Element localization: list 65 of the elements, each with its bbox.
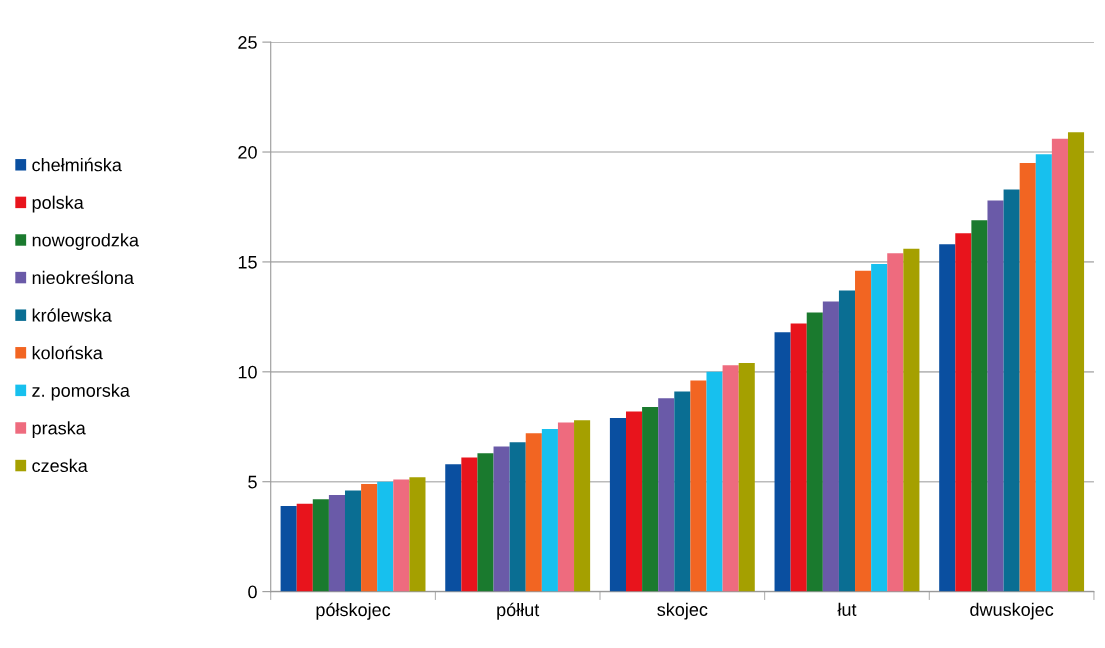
bar — [955, 233, 972, 592]
legend-label: praska — [32, 421, 86, 439]
legend-label: królewska — [32, 308, 112, 322]
x-tick-label: półskojec — [316, 602, 391, 620]
bar — [625, 411, 643, 592]
x-tick-label: półłut — [497, 602, 540, 620]
bar — [690, 380, 707, 592]
bar — [887, 253, 904, 592]
bar — [525, 433, 542, 592]
bar — [738, 363, 755, 592]
x-tick-label: łut — [837, 602, 857, 616]
bar — [774, 332, 791, 592]
bar — [345, 490, 362, 592]
bar — [1051, 138, 1068, 592]
bar — [541, 428, 558, 592]
bar — [609, 417, 626, 592]
bar — [377, 481, 394, 592]
bar — [871, 264, 888, 592]
bar — [790, 323, 807, 592]
bar — [557, 422, 575, 592]
bar — [461, 457, 478, 592]
legend-label: polska — [32, 195, 84, 213]
x-tick-label: dwuskojec — [970, 602, 1054, 620]
y-tick-label: 20 — [238, 145, 257, 159]
bar — [328, 494, 345, 592]
bar — [296, 503, 313, 592]
bar — [939, 244, 956, 592]
bar — [971, 220, 988, 592]
bar — [493, 446, 510, 592]
bar — [312, 499, 329, 592]
y-tick-label: 10 — [238, 365, 257, 379]
bar — [706, 371, 723, 592]
bar — [642, 406, 659, 592]
bar — [361, 483, 378, 592]
bar — [838, 290, 856, 592]
bar — [445, 464, 462, 592]
bar — [1003, 189, 1020, 592]
bar — [903, 248, 920, 592]
bar — [1067, 132, 1085, 592]
y-tick-label: 15 — [238, 256, 257, 269]
bar — [477, 453, 494, 592]
bar — [806, 312, 823, 592]
bar — [822, 301, 839, 592]
y-tick-label: 0 — [248, 585, 257, 599]
x-tick-label: skojec — [657, 602, 708, 620]
bar — [409, 477, 426, 592]
bar — [509, 442, 526, 592]
bar — [393, 479, 410, 592]
bar — [1019, 163, 1036, 592]
bar — [855, 270, 872, 592]
bar — [722, 365, 739, 592]
bar — [658, 398, 675, 592]
bar — [1035, 154, 1052, 592]
bar — [987, 200, 1004, 592]
bar — [574, 420, 591, 592]
legend-label: nieokreślona — [32, 270, 134, 285]
bar — [674, 391, 691, 592]
y-tick-label: 25 — [238, 36, 257, 49]
legend-label: kolońska — [32, 345, 103, 360]
legend-label: chełmińska — [32, 157, 122, 172]
bar — [280, 505, 297, 592]
legend-label: z. pomorska — [32, 383, 130, 401]
legend-label: nowogrodzka — [32, 233, 139, 251]
legend-label: czeska — [32, 458, 88, 473]
y-tick-label: 5 — [248, 475, 257, 489]
